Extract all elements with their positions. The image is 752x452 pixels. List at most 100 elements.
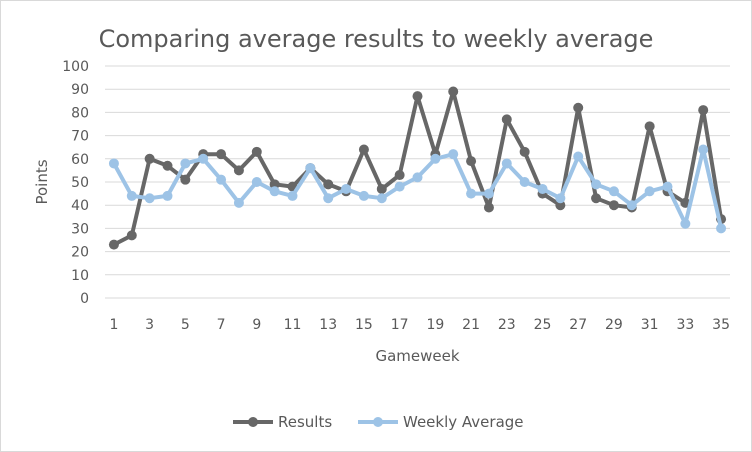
data-point bbox=[537, 183, 548, 194]
data-point bbox=[323, 193, 334, 204]
y-tick-label: 0 bbox=[80, 291, 89, 307]
data-point bbox=[108, 239, 119, 250]
y-tick-label: 80 bbox=[71, 105, 89, 121]
data-point bbox=[233, 165, 244, 176]
data-point bbox=[251, 177, 262, 187]
data-point bbox=[448, 86, 459, 97]
data-point bbox=[466, 156, 477, 167]
x-tick-label: 33 bbox=[676, 317, 694, 333]
legend-item: Results bbox=[233, 413, 332, 431]
x-tick-label: 31 bbox=[641, 317, 659, 333]
data-point bbox=[501, 114, 512, 125]
series-results bbox=[108, 86, 727, 250]
data-point bbox=[573, 151, 584, 162]
data-point bbox=[644, 121, 655, 132]
x-tick-label: 5 bbox=[181, 317, 190, 333]
data-point bbox=[716, 223, 727, 234]
data-point bbox=[269, 186, 280, 197]
y-tick-label: 10 bbox=[71, 268, 89, 284]
data-point bbox=[162, 160, 173, 171]
data-point bbox=[287, 190, 298, 201]
x-tick-label: 17 bbox=[391, 317, 409, 333]
data-point bbox=[662, 181, 673, 192]
data-point bbox=[412, 172, 423, 183]
data-point bbox=[501, 158, 512, 169]
x-tick-label: 27 bbox=[569, 317, 587, 333]
data-point bbox=[358, 190, 369, 201]
data-point bbox=[376, 193, 387, 204]
data-point bbox=[216, 174, 227, 185]
data-point bbox=[412, 91, 423, 102]
data-point bbox=[233, 197, 244, 208]
data-point bbox=[376, 183, 387, 194]
data-point bbox=[305, 163, 316, 174]
data-point bbox=[216, 149, 227, 160]
data-point bbox=[198, 153, 209, 164]
x-tick-label: 25 bbox=[534, 317, 552, 333]
x-tick-label: 29 bbox=[605, 317, 623, 333]
data-point bbox=[573, 102, 584, 113]
data-point bbox=[555, 200, 566, 211]
y-tick-label: 50 bbox=[71, 175, 89, 191]
x-tick-label: 13 bbox=[319, 317, 337, 333]
series-line bbox=[112, 89, 724, 247]
data-point bbox=[591, 193, 602, 204]
x-tick-label: 11 bbox=[284, 317, 302, 333]
legend-label: Results bbox=[278, 413, 332, 431]
data-point bbox=[180, 158, 191, 169]
data-point bbox=[144, 153, 155, 164]
y-tick-label: 70 bbox=[71, 129, 89, 145]
data-point bbox=[608, 200, 619, 211]
legend: Results Weekly Average bbox=[233, 413, 524, 431]
x-tick-label: 23 bbox=[498, 317, 516, 333]
x-tick-label: 19 bbox=[426, 317, 444, 333]
y-axis-title: Points bbox=[33, 159, 51, 204]
data-point bbox=[126, 190, 137, 201]
y-tick-label: 60 bbox=[71, 152, 89, 168]
data-point bbox=[519, 177, 530, 187]
data-point bbox=[394, 170, 405, 181]
legend-dot-marker bbox=[248, 417, 258, 427]
x-tick-label: 35 bbox=[712, 317, 730, 333]
series-weekly-average bbox=[108, 144, 727, 234]
series-lines bbox=[108, 86, 727, 250]
x-axis-title: Gameweek bbox=[375, 347, 459, 365]
data-point bbox=[591, 179, 602, 190]
x-tick-label: 9 bbox=[252, 317, 261, 333]
data-point bbox=[555, 193, 566, 204]
data-point bbox=[180, 174, 191, 185]
x-tick-label: 21 bbox=[462, 317, 480, 333]
data-point bbox=[144, 193, 155, 204]
legend-item: Weekly Average bbox=[358, 413, 524, 431]
y-tick-label: 90 bbox=[71, 82, 89, 98]
data-point bbox=[251, 146, 262, 157]
data-point bbox=[269, 179, 280, 190]
data-point bbox=[430, 153, 441, 164]
data-point bbox=[483, 202, 494, 213]
x-tick-label: 7 bbox=[217, 317, 226, 333]
data-point bbox=[519, 146, 530, 157]
data-point bbox=[466, 188, 477, 199]
y-tick-label: 20 bbox=[71, 245, 89, 261]
data-point bbox=[680, 218, 691, 229]
x-tick-label: 3 bbox=[145, 317, 154, 333]
data-point bbox=[644, 186, 655, 197]
y-tick-label: 40 bbox=[71, 198, 89, 214]
data-point bbox=[608, 186, 619, 197]
x-tick-label: 15 bbox=[355, 317, 373, 333]
y-tick-label: 100 bbox=[62, 59, 89, 75]
data-point bbox=[698, 105, 709, 116]
data-point bbox=[358, 144, 369, 155]
data-point bbox=[108, 158, 119, 169]
data-point bbox=[483, 188, 494, 199]
y-axis-ticks: 0 10 20 30 40 50 60 70 80 90 100 bbox=[62, 59, 89, 307]
y-tick-label: 30 bbox=[71, 221, 89, 237]
data-point bbox=[341, 183, 352, 194]
data-point bbox=[323, 179, 334, 190]
data-point bbox=[698, 144, 709, 155]
data-point bbox=[126, 230, 137, 241]
legend-dot-marker bbox=[373, 417, 383, 427]
x-tick-label: 1 bbox=[109, 317, 118, 333]
